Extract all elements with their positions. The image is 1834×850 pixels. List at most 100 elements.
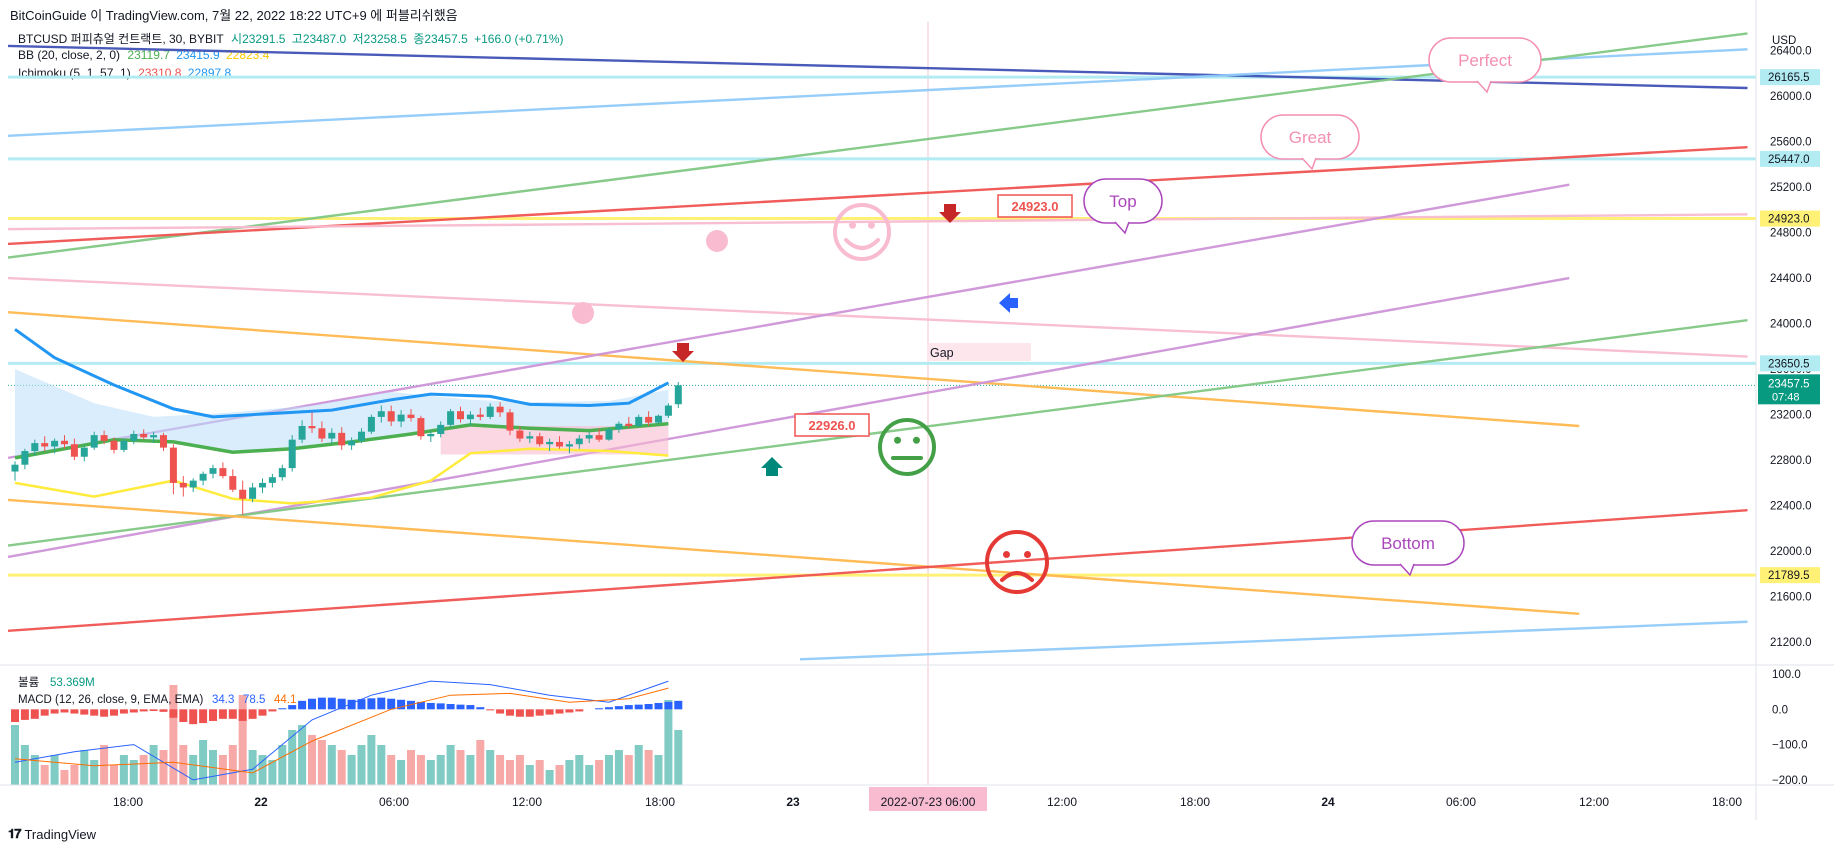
candle [397,414,405,422]
volume-bar [20,745,29,785]
tradingview-footer[interactable]: 𝟏𝟕 TradingView [8,826,96,842]
level-label-bg [1760,355,1820,372]
volume-bar [436,755,445,785]
publish-caption: BitCoinGuide 이 TradingView.com, 7월 22, 2… [10,8,458,23]
macd-histogram-bar [674,700,683,710]
macd-histogram-bar [456,704,465,710]
candle [526,436,534,439]
down-arrow-icon [672,343,694,362]
volume-bar [644,750,653,785]
candle [457,411,464,420]
candle [199,473,207,481]
neutral-face-icon [878,418,936,476]
open-value: 시23291.5 [231,32,286,46]
high-value: 고23487.0 [291,32,347,46]
candle [387,411,395,422]
macd-tick-label: −100.0 [1772,740,1808,752]
price-tick-label: 26000.0 [1770,91,1812,103]
price-tick-label: 23200.0 [1770,410,1812,422]
macd-histogram-bar [446,704,455,710]
candle [615,423,623,430]
volume-bar [515,755,524,785]
volume-bar [228,745,237,785]
candle [21,451,29,465]
candle [377,411,385,417]
level-label-bg [1760,210,1820,227]
candle [41,443,49,447]
macd-tick-label: 100.0 [1772,669,1801,681]
candle [169,447,177,483]
time-tick-label: 12:00 [1047,795,1077,809]
volume-bar [80,750,89,785]
macd-value-1: 34.3 [212,694,234,706]
volume-bar [407,750,415,785]
price-tick-label: 22000.0 [1770,546,1812,558]
trend-line-4 [7,213,1748,231]
crosshair-time-label: 2022-07-23 06:00 [881,795,976,809]
macd-histogram-bar [595,708,604,710]
sad-face-icon-eye [1024,551,1031,558]
close-value: 종23457.5 [413,32,468,46]
macd-histogram-bar [278,708,287,710]
volume-bar [347,755,356,785]
macd-histogram-bar [506,709,514,716]
macd-histogram-bar [159,709,168,712]
grid-layer [8,22,1756,785]
macd-histogram-bar [268,709,277,712]
macd-histogram-bar [565,709,574,713]
candles-layer [11,381,682,515]
macd-histogram-bar [199,709,208,724]
level-label-bg [1760,69,1820,86]
volume-bar [288,730,297,785]
volume-bar [90,760,99,785]
candle [655,415,662,423]
candle [466,414,474,420]
left-arrow-icon [999,293,1018,313]
ichimoku-lagging-line [14,447,669,505]
candle [348,440,356,446]
candle [179,482,187,488]
volume-bar [614,750,623,785]
volume-bar [30,755,39,785]
macd-signal-line [14,687,669,774]
level-label-bg [1760,150,1820,167]
candle [664,405,672,416]
macd-line [14,680,669,781]
callout-great: Great [1289,128,1332,147]
callout-top: Top [1109,192,1136,211]
candle [31,443,39,452]
candle [407,414,415,419]
price-tag: 22926.0 [809,418,856,433]
candle [536,436,544,445]
candle [160,435,167,448]
macd-histogram-bar [30,709,39,719]
callout-tail [1476,80,1492,94]
macd-histogram-bar [228,709,237,719]
candle [338,432,346,446]
candle [546,441,554,445]
candle [80,447,88,457]
volume-bar [11,725,19,785]
volume-bar [466,755,475,785]
countdown-label: 07:48 [1772,391,1800,403]
price-tick-label: 25200.0 [1770,182,1812,194]
macd-histogram-bar [80,709,89,715]
volume-bar [377,745,386,785]
candle [249,487,257,499]
candle [635,416,643,427]
volume-bar [605,755,613,785]
smile-face-icon-eye [849,221,857,229]
volume-bar [248,750,257,785]
volume-bar [555,765,564,785]
candle [674,385,682,405]
time-tick-label: 22 [254,795,268,809]
bb-name[interactable]: BB (20, close, 2, 0) [18,48,121,62]
volume-bar [575,755,584,785]
annotations-layer: Perfect Great Top Bottom 24923.0 22926.0 Gap [572,37,1542,594]
macd-histogram-bar [555,709,564,714]
macd-histogram-bar [139,709,148,712]
symbol-name[interactable]: BTCUSD 퍼피츄얼 컨트랙트, 30, BYBIT [18,32,224,46]
candle [496,406,504,413]
macd-histogram-bar [298,700,307,710]
